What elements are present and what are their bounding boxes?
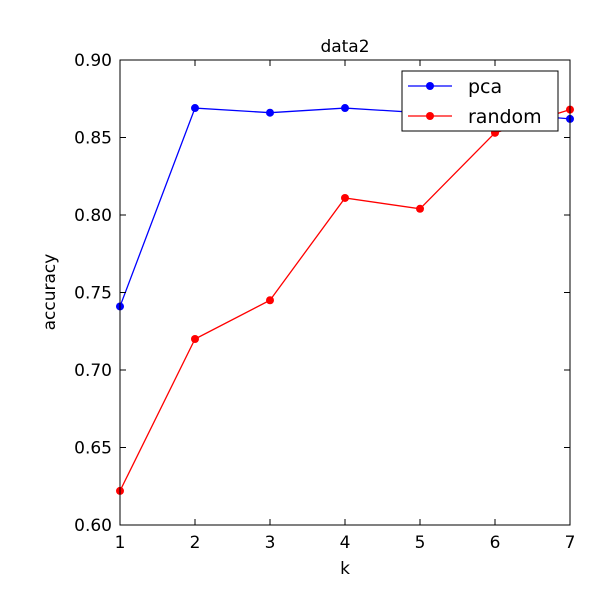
legend-marker-pca bbox=[426, 82, 434, 90]
chart-title: data2 bbox=[320, 37, 369, 57]
legend-box bbox=[401, 70, 559, 132]
y-axis-label: accuracy bbox=[40, 254, 60, 331]
x-tick-label: 4 bbox=[340, 533, 351, 553]
x-tick-label: 7 bbox=[565, 533, 576, 553]
data-point-pca bbox=[266, 108, 274, 117]
legend-label-random: random bbox=[468, 106, 542, 128]
data-point-random bbox=[191, 335, 199, 343]
y-tick-label: 0.65 bbox=[74, 439, 112, 459]
legend-label-pca: pca bbox=[468, 76, 502, 98]
data-point-random bbox=[416, 204, 424, 213]
legend-marker-random bbox=[426, 112, 434, 120]
x-tick-label: 2 bbox=[190, 533, 201, 553]
y-tick-label: 0.60 bbox=[74, 516, 112, 536]
legend: pca random bbox=[401, 70, 559, 132]
plot-area bbox=[120, 60, 570, 525]
y-tick-label: 0.90 bbox=[74, 51, 112, 71]
x-tick-label: 5 bbox=[415, 533, 426, 553]
x-axis-label: k bbox=[340, 559, 350, 579]
y-tick-label: 0.80 bbox=[74, 206, 112, 226]
y-tick-label: 0.70 bbox=[74, 361, 112, 381]
x-tick-label: 1 bbox=[115, 533, 126, 553]
y-tick-label: 0.75 bbox=[74, 284, 112, 304]
data-point-pca bbox=[341, 104, 349, 113]
data-point-random bbox=[341, 193, 349, 202]
x-tick-label: 6 bbox=[490, 533, 501, 553]
data-point-random bbox=[266, 296, 274, 305]
data-point-pca bbox=[191, 104, 199, 113]
y-tick-label: 0.85 bbox=[74, 129, 112, 149]
plot-frame bbox=[119, 59, 571, 526]
axis-ticks: 1 2 3 4 5 6 7 0.60 0.65 0.70 0.75 0.80 0.85 0.90 bbox=[74, 51, 575, 553]
x-tick-label: 3 bbox=[265, 533, 276, 553]
